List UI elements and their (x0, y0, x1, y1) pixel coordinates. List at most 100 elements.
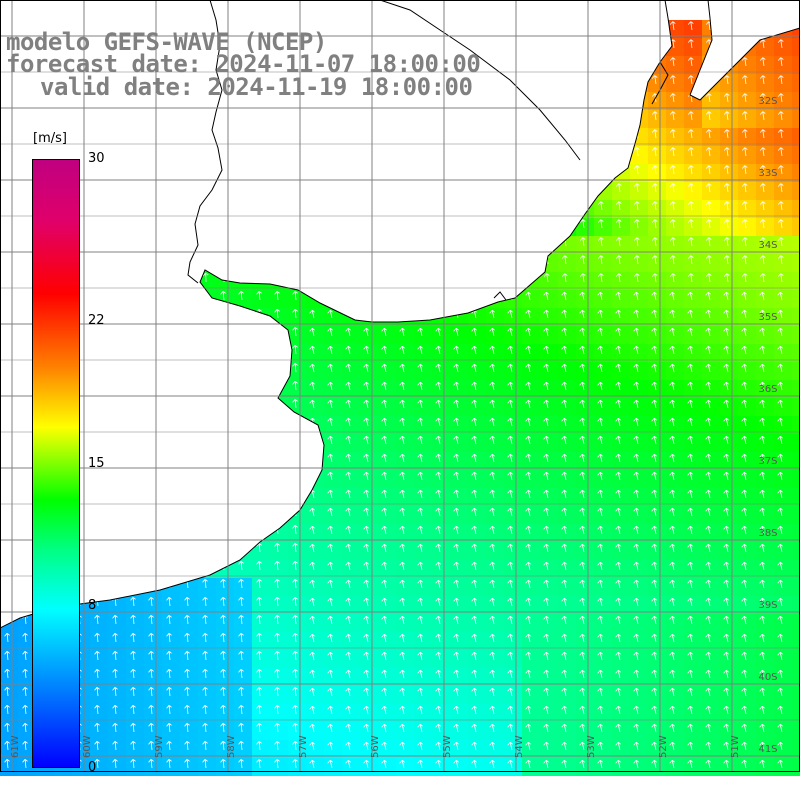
field-cell (756, 110, 774, 128)
field-cell (126, 668, 144, 686)
field-cell (630, 596, 648, 614)
field-cell (0, 668, 18, 686)
field-cell (738, 146, 756, 164)
field-cell (666, 326, 684, 344)
field-cell (378, 560, 396, 578)
field-cell (198, 596, 216, 614)
field-cell (594, 236, 612, 254)
field-cell (684, 650, 702, 668)
field-cell (522, 704, 540, 722)
field-cell (522, 344, 540, 362)
field-cell (396, 524, 414, 542)
field-cell (648, 434, 666, 452)
field-cell (342, 416, 360, 434)
field-cell (612, 254, 630, 272)
field-cell (558, 758, 576, 776)
field-cell (630, 650, 648, 668)
field-cell (720, 686, 738, 704)
field-cell (738, 434, 756, 452)
field-cell (720, 650, 738, 668)
field-cell (342, 452, 360, 470)
field-cell (522, 470, 540, 488)
field-cell (396, 740, 414, 758)
field-cell (684, 218, 702, 236)
field-cell (414, 398, 432, 416)
field-cell (720, 398, 738, 416)
latitude-label: 37S (758, 456, 777, 467)
field-cell (720, 632, 738, 650)
field-cell (486, 362, 504, 380)
field-cell (648, 416, 666, 434)
field-cell (414, 434, 432, 452)
field-cell (432, 542, 450, 560)
field-cell (270, 560, 288, 578)
field-cell (630, 290, 648, 308)
field-cell (720, 182, 738, 200)
field-cell (468, 740, 486, 758)
field-cell (432, 758, 450, 776)
field-cell (378, 686, 396, 704)
field-cell (756, 128, 774, 146)
field-cell (414, 632, 432, 650)
field-cell (504, 758, 522, 776)
field-cell (0, 632, 18, 650)
field-cell (396, 722, 414, 740)
field-cell (738, 128, 756, 146)
field-cell (720, 524, 738, 542)
field-cell (612, 488, 630, 506)
field-cell (144, 596, 162, 614)
longitude-label: 53W (586, 735, 597, 758)
field-cell (270, 578, 288, 596)
field-cell (450, 614, 468, 632)
field-cell (18, 722, 36, 740)
field-cell (666, 290, 684, 308)
field-cell (378, 758, 396, 776)
field-cell (126, 722, 144, 740)
field-cell (648, 470, 666, 488)
field-cell (612, 686, 630, 704)
field-cell (792, 668, 800, 686)
field-cell (216, 704, 234, 722)
field-cell (648, 668, 666, 686)
field-cell (324, 506, 342, 524)
field-cell (414, 650, 432, 668)
field-cell (702, 344, 720, 362)
field-cell (738, 470, 756, 488)
field-cell (234, 740, 252, 758)
field-cell (198, 686, 216, 704)
field-cell (612, 308, 630, 326)
field-cell (792, 326, 800, 344)
field-cell (630, 344, 648, 362)
field-cell (738, 398, 756, 416)
field-cell (90, 614, 108, 632)
field-cell (774, 470, 792, 488)
field-cell (396, 344, 414, 362)
field-cell (612, 272, 630, 290)
field-cell (594, 272, 612, 290)
field-cell (306, 560, 324, 578)
field-cell (666, 110, 684, 128)
field-cell (180, 722, 198, 740)
field-cell (792, 38, 800, 56)
field-cell (666, 56, 684, 74)
field-cell (738, 542, 756, 560)
field-cell (612, 614, 630, 632)
field-cell (630, 722, 648, 740)
field-cell (342, 758, 360, 776)
field-cell (630, 578, 648, 596)
field-cell (486, 344, 504, 362)
field-cell (612, 578, 630, 596)
field-cell (324, 560, 342, 578)
colorbar-tick-label: 30 (88, 151, 105, 166)
field-cell (306, 596, 324, 614)
field-cell (288, 290, 306, 308)
field-cell (666, 452, 684, 470)
field-cell (504, 506, 522, 524)
field-cell (540, 290, 558, 308)
field-cell (576, 578, 594, 596)
field-cell (612, 218, 630, 236)
field-cell (216, 650, 234, 668)
field-cell (414, 326, 432, 344)
field-cell (702, 182, 720, 200)
field-cell (234, 632, 252, 650)
